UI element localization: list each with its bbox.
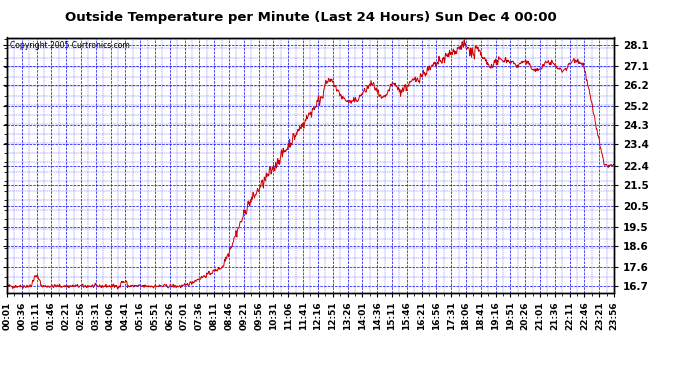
Text: Outside Temperature per Minute (Last 24 Hours) Sun Dec 4 00:00: Outside Temperature per Minute (Last 24 … [65,11,556,24]
Text: Copyright 2005 Curtronics.com: Copyright 2005 Curtronics.com [10,41,130,50]
